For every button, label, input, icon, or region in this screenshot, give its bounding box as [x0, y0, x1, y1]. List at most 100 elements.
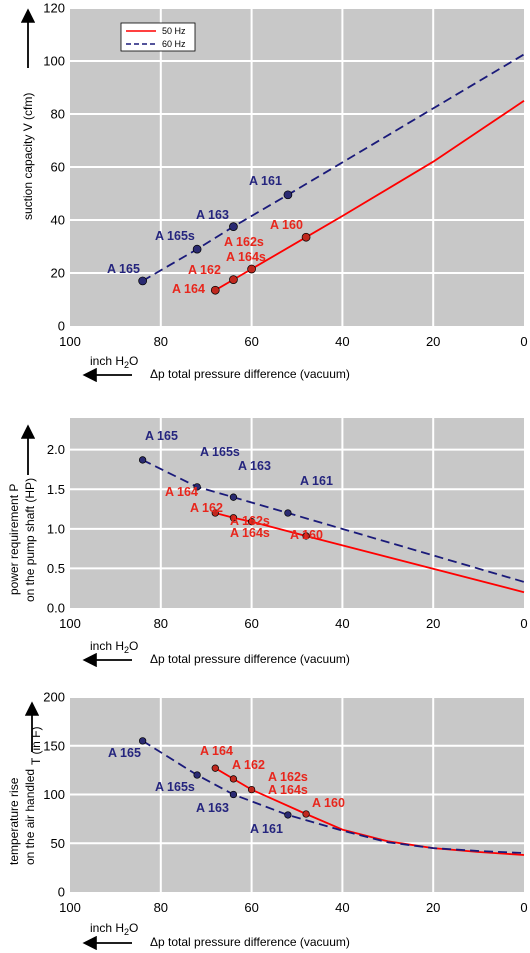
label-a164s: A 164s [226, 250, 266, 264]
label-a162: A 162 [188, 263, 221, 277]
x-tick-label: 20 [426, 616, 440, 631]
point-labels: A 165 A 165s A 163 A 161 A 164 A 162 A 1… [145, 429, 333, 542]
label-a164: A 164 [165, 485, 198, 499]
label-a160: A 160 [312, 796, 345, 810]
x-tick-label: 0 [520, 900, 527, 915]
x-tick-label: 80 [154, 616, 168, 631]
label-a165: A 165 [107, 262, 140, 276]
x-axis-title: inch H2O Δp total pressure difference (v… [82, 354, 350, 383]
data-point-60hz [229, 493, 238, 501]
y-tick-label: 0 [58, 319, 65, 334]
data-point-60hz [138, 737, 147, 745]
point-labels: A 165 A 165s A 163 A 161 A 164 A 162 A 1… [107, 174, 303, 296]
gridlines [70, 7, 524, 326]
data-point-50hz [247, 785, 256, 794]
x-tick-label: 20 [426, 334, 440, 349]
x-axis-title: inch H2O Δp total pressure difference (v… [82, 639, 350, 668]
data-point-50hz [211, 509, 219, 517]
y-axis-title: power requirement P on the pump shaft (H… [7, 424, 37, 602]
data-point-50hz [301, 232, 311, 242]
data-point-50hz [302, 532, 310, 540]
label-a164: A 164 [172, 282, 205, 296]
label-a161: A 161 [300, 474, 333, 488]
label-a162s: A 162s [230, 514, 270, 528]
legend-box [120, 22, 196, 52]
y-tick-label: 100 [43, 787, 65, 802]
y-axis-title: suction capacity V (cfm) [20, 8, 36, 220]
data-point-60hz [283, 190, 293, 200]
label-a165s: A 165s [200, 445, 240, 459]
y-axis-label: suction capacity V (cfm) [21, 93, 35, 220]
label-a164s: A 164s [268, 783, 308, 797]
x-tick-label: 100 [59, 616, 81, 631]
x-tick-label: 60 [244, 334, 258, 349]
x-tick-label: 40 [335, 334, 349, 349]
y-tick-labels: 0.0 0.5 1.0 1.5 2.0 [47, 442, 65, 615]
y-tick-labels: 0 50 100 150 200 [43, 690, 65, 900]
y-axis-label-line2: on the air handled [23, 769, 37, 865]
gridlines [70, 418, 524, 608]
x-unit-label: inch H2O [90, 354, 138, 370]
data-point-60hz [229, 790, 238, 799]
y-tick-label: 2.0 [47, 442, 65, 457]
y-tick-label: 0.0 [47, 601, 65, 616]
point-labels: A 165 A 165s A 163 A 161 A 164 A 162 A 1… [108, 744, 345, 836]
data-point-50hz [247, 264, 256, 274]
x-tick-label: 60 [244, 900, 258, 915]
y-tick-label: 20 [51, 266, 65, 281]
series-60hz-line [142, 740, 525, 854]
data-point-50hz [302, 810, 310, 818]
y-tick-label: 1.0 [47, 521, 65, 536]
data-point-50hz [247, 518, 256, 526]
x-tick-label: 80 [154, 334, 168, 349]
legend-label-60hz: 60 Hz [162, 39, 186, 49]
power-requirement-chart: 0.0 0.5 1.0 1.5 2.0 100 80 60 40 20 0 A 165 A 165… [7, 418, 528, 668]
x-tick-label: 20 [426, 900, 440, 915]
data-point-60hz [193, 483, 201, 491]
label-a164: A 164 [200, 744, 233, 758]
label-a165: A 165 [108, 746, 141, 760]
y-tick-label: 80 [51, 107, 65, 122]
label-a162s: A 162s [268, 770, 308, 784]
y-tick-label: 0.5 [47, 561, 65, 576]
data-point-50hz [229, 514, 238, 522]
y-axis-label-line1: power requirement P [7, 484, 21, 595]
suction-capacity-chart: 0 20 40 60 80 100 120 100 80 60 40 20 0 A 165 A 165… [20, 1, 528, 383]
series-lines [142, 740, 525, 856]
label-a162: A 162 [232, 758, 265, 772]
x-unit-label: inch H2O [90, 921, 138, 937]
label-a160: A 160 [290, 528, 323, 542]
y-tick-label: 1.5 [47, 482, 65, 497]
y-tick-label: 150 [43, 738, 65, 753]
y-tick-label: 0 [58, 885, 65, 900]
y-axis-label-line1: temperature rise [7, 777, 21, 865]
y-tick-label: 100 [43, 54, 65, 69]
x-tick-label: 0 [520, 616, 527, 631]
x-tick-labels: 100 80 60 40 20 0 [59, 334, 527, 349]
x-tick-label: 40 [335, 900, 349, 915]
label-a163: A 163 [196, 208, 229, 222]
x-tick-label: 100 [59, 900, 81, 915]
label-a165: A 165 [145, 429, 178, 443]
x-unit-label: inch H2O [90, 639, 138, 655]
plot-area [70, 418, 524, 608]
label-a162: A 162 [190, 501, 223, 515]
data-point-50hz [210, 285, 220, 295]
data-point-60hz [138, 456, 147, 464]
x-tick-label: 40 [335, 616, 349, 631]
y-tick-labels: 0 20 40 60 80 100 120 [43, 1, 65, 334]
data-point-60hz [229, 222, 238, 231]
legend: 50 Hz 60 Hz [120, 22, 196, 52]
y-tick-label: 120 [43, 1, 65, 16]
x-tick-label: 60 [244, 616, 258, 631]
data-point-50hz [211, 764, 219, 772]
y-tick-label: 200 [43, 690, 65, 705]
data-points [138, 737, 310, 819]
data-point-60hz [284, 811, 292, 819]
x-axis-title: inch H2O Δp total pressure difference (v… [82, 921, 350, 951]
y-tick-label: 40 [51, 213, 65, 228]
x-axis-label: Δp total pressure difference (vacuum) [150, 652, 350, 666]
data-point-60hz [284, 509, 292, 517]
